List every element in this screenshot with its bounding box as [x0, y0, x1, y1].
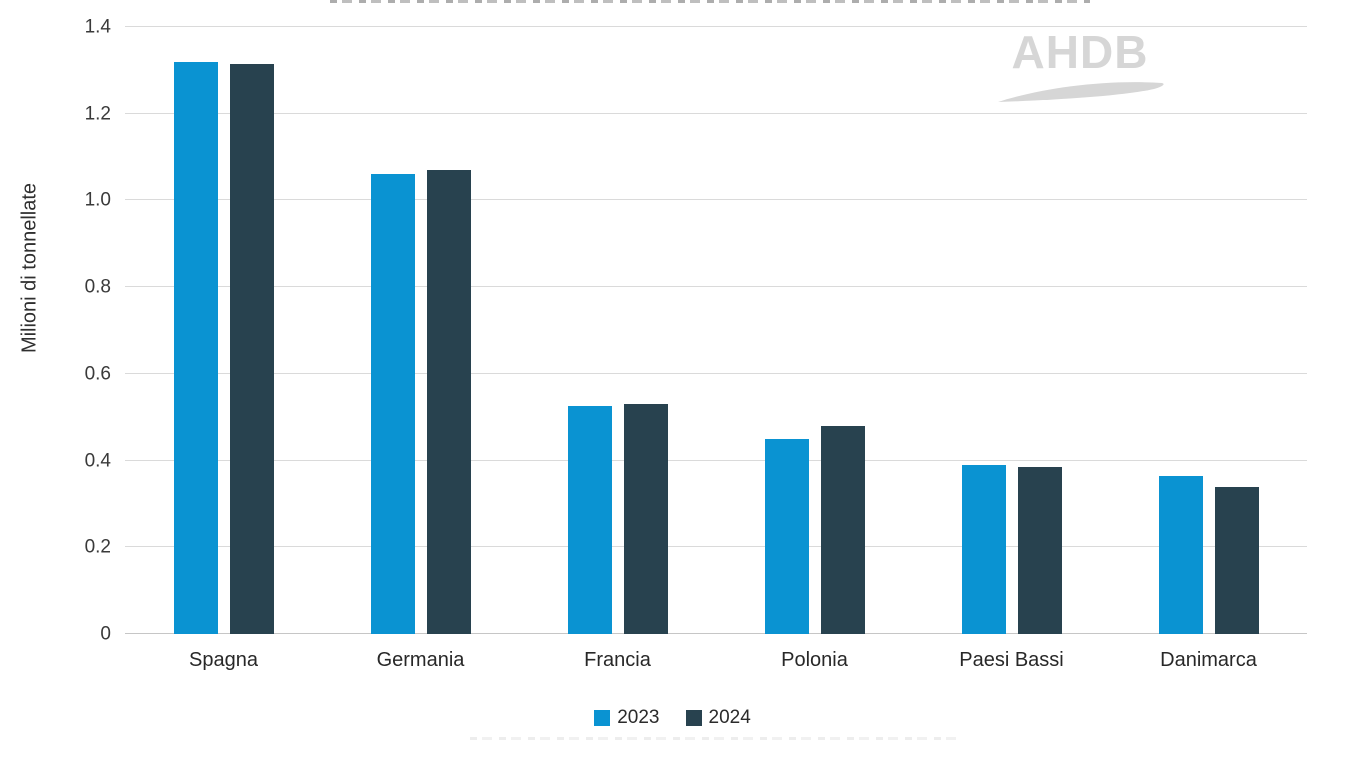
bar-danimarca-2024: [1214, 486, 1259, 634]
legend-item-2023: 2023: [594, 707, 660, 729]
cropped-footer-remnant: [470, 737, 960, 740]
bar-polonia-2024: [820, 425, 865, 634]
bar-germania-2024: [426, 170, 471, 634]
bar-paesi-bassi-2024: [1017, 467, 1062, 634]
bar-francia-2024: [623, 404, 668, 634]
y-axis-tick-label: 0.2: [84, 536, 111, 558]
ahdb-watermark-text: AHDB: [1011, 26, 1149, 78]
gridline: [125, 26, 1307, 27]
bar-spagna-2024: [229, 63, 274, 634]
bar-group-germania: [370, 27, 471, 634]
y-axis-tick-label: 0.6: [84, 363, 111, 385]
y-axis-tick-label: 1.0: [84, 189, 111, 211]
bar-polonia-2023: [764, 438, 809, 634]
gridline: [125, 372, 1307, 374]
x-axis-category-label-germania: Germania: [376, 649, 465, 671]
y-axis-tick-label: 0.4: [84, 450, 111, 472]
gridline: [125, 633, 1307, 634]
ahdb-watermark-logo: AHDB: [990, 28, 1170, 104]
x-axis-labels: Spagna Germania Francia Polonia Paesi Bassi D…: [125, 649, 1307, 677]
y-axis-ticks: 0 0.2 0.4 0.6 0.8 1.0 1.2 1.4: [0, 18, 111, 644]
bar-group-polonia: [764, 27, 865, 634]
gridline: [125, 286, 1307, 288]
bar-paesi-bassi-2023: [961, 464, 1006, 634]
y-axis-tick-label: 1.4: [84, 16, 111, 38]
bar-germania-2023: [370, 174, 415, 634]
y-axis-tick-label: 0: [100, 623, 111, 645]
x-axis-category-label-danimarca: Danimarca: [1160, 649, 1257, 671]
y-axis-tick-label: 1.2: [84, 103, 111, 125]
legend-swatch-2023: [594, 710, 611, 726]
gridline: [125, 199, 1307, 201]
legend-label-2023: 2023: [617, 707, 660, 728]
bar-francia-2023: [567, 406, 612, 634]
bar-group-paesi-bassi: [961, 27, 1062, 634]
legend-item-2024: 2024: [685, 707, 751, 729]
gridline: [125, 459, 1307, 461]
y-axis-tick-label: 0.8: [84, 276, 111, 298]
ahdb-swoosh-icon: [998, 82, 1164, 102]
legend: 2023 2024: [0, 707, 1345, 729]
x-axis-category-label-francia: Francia: [584, 649, 651, 671]
bar-group-francia: [567, 27, 668, 634]
x-axis-category-label-paesi-bassi: Paesi Bassi: [959, 649, 1064, 671]
bar-danimarca-2023: [1158, 475, 1203, 634]
x-axis-category-label-spagna: Spagna: [189, 649, 258, 671]
bar-spagna-2023: [173, 61, 218, 634]
legend-label-2024: 2024: [708, 707, 751, 728]
bar-group-danimarca: [1158, 27, 1259, 634]
cropped-title-remnant: [330, 0, 1090, 3]
legend-swatch-2024: [685, 710, 702, 726]
x-axis-category-label-polonia: Polonia: [781, 649, 848, 671]
plot-area: [125, 26, 1307, 634]
bar-group-spagna: [173, 27, 274, 634]
gridline: [125, 112, 1307, 114]
gridline: [125, 546, 1307, 548]
